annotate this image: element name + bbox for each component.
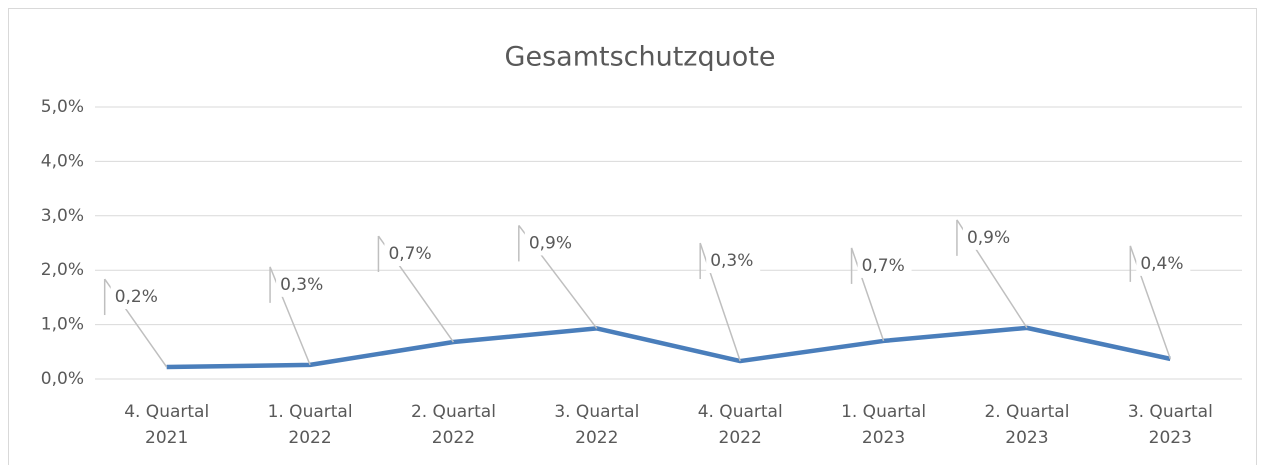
data-label-bg xyxy=(706,249,761,274)
x-tick-label: 2. Quartal 2022 xyxy=(411,402,496,448)
x-tick-line: 2023 xyxy=(1149,428,1192,448)
data-label-bg xyxy=(110,285,165,310)
x-tick-line: 4. Quartal xyxy=(124,402,209,422)
x-tick-line: 2021 xyxy=(145,428,188,448)
data-label: 0,3% xyxy=(280,275,323,295)
chart-title: Gesamtschutzquote xyxy=(505,42,776,73)
y-tick-label: 5,0% xyxy=(41,97,84,117)
y-tick-label: 4,0% xyxy=(41,151,84,171)
data-label-bg xyxy=(857,253,912,278)
y-tick-label: 0,0% xyxy=(41,369,84,389)
x-tick-line: 2022 xyxy=(288,428,331,448)
data-label: 0,9% xyxy=(967,228,1010,248)
data-line xyxy=(166,325,1171,370)
data-label: 0,3% xyxy=(710,251,753,271)
x-tick-label: 3. Quartal 2023 xyxy=(1128,402,1213,448)
x-tick-line: 2023 xyxy=(1005,428,1048,448)
x-tick-label: 1. Quartal 2022 xyxy=(268,402,353,448)
x-tick-line: 2022 xyxy=(719,428,762,448)
data-label-bg xyxy=(276,272,331,297)
data-label-bg xyxy=(962,225,1017,250)
x-tick-label: 3. Quartal 2022 xyxy=(554,402,639,448)
x-tick-label: 1. Quartal 2023 xyxy=(841,402,926,448)
x-tick-label: 4. Quartal 2021 xyxy=(124,402,209,448)
data-label: 0,7% xyxy=(862,256,905,276)
y-tick-label: 3,0% xyxy=(41,206,84,226)
x-tick-line: 1. Quartal xyxy=(268,402,353,422)
y-tick-label: 1,0% xyxy=(41,315,84,335)
data-label-bg xyxy=(384,242,439,267)
x-tick-line: 1. Quartal xyxy=(841,402,926,422)
data-label: 0,9% xyxy=(529,233,572,253)
data-label: 0,7% xyxy=(388,244,431,264)
x-tick-line: 3. Quartal xyxy=(1128,402,1213,422)
x-tick-line: 2022 xyxy=(432,428,475,448)
y-tick-label: 2,0% xyxy=(41,260,84,280)
chart-border xyxy=(8,8,1257,465)
x-tick-label: 2. Quartal 2023 xyxy=(984,402,1069,448)
data-label-bg xyxy=(524,231,579,256)
x-tick-line: 2022 xyxy=(575,428,618,448)
leader-line xyxy=(850,247,885,342)
x-tick-line: 4. Quartal xyxy=(698,402,783,422)
x-tick-line: 2023 xyxy=(862,428,905,448)
data-label: 0,4% xyxy=(1140,254,1183,274)
x-tick-label: 4. Quartal 2022 xyxy=(698,402,783,448)
data-label: 0,2% xyxy=(115,287,158,307)
x-tick-line: 2. Quartal xyxy=(411,402,496,422)
x-tick-line: 3. Quartal xyxy=(554,402,639,422)
x-tick-line: 2. Quartal xyxy=(984,402,1069,422)
data-label-bg xyxy=(1136,251,1191,276)
